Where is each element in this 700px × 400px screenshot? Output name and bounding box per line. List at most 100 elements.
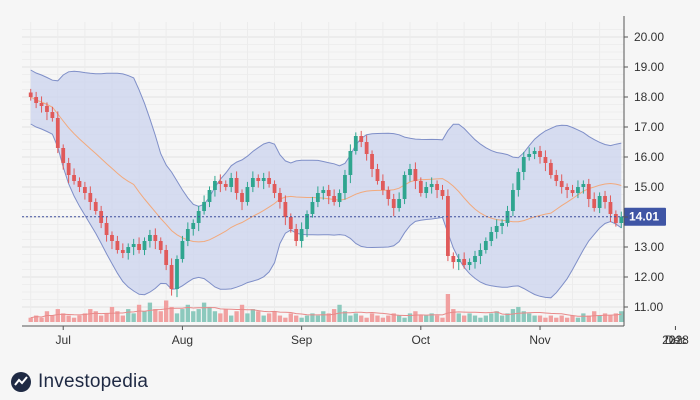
volume-bar	[478, 317, 483, 322]
candle-body	[527, 154, 532, 157]
volume-average-line	[30, 306, 622, 319]
volume-bar	[272, 311, 277, 322]
volume-bar	[44, 311, 50, 322]
band-area	[30, 70, 622, 298]
candle-body	[391, 199, 396, 208]
volume-bar	[326, 313, 331, 322]
candle-body	[61, 148, 66, 163]
candle-body	[305, 214, 309, 229]
volume-bar	[386, 315, 391, 322]
candle-body	[88, 193, 93, 202]
volume-bar	[304, 315, 310, 322]
y-tick-label: 13.00	[634, 240, 664, 254]
candle-body	[380, 181, 385, 190]
candle-body	[581, 184, 586, 187]
y-tick-label: 15.00	[634, 180, 664, 194]
volume-bar	[467, 313, 472, 322]
volume-bar	[359, 315, 364, 322]
volume-bar	[521, 311, 526, 322]
investopedia-logo-icon	[11, 372, 31, 392]
investopedia-logo: Investopedia	[10, 370, 148, 394]
volume-bar	[82, 313, 88, 322]
candle-body	[299, 229, 304, 241]
volume-bar	[174, 313, 180, 322]
candle-body	[110, 235, 114, 241]
candle-body	[180, 241, 185, 259]
volume-bar	[364, 317, 369, 322]
band-middle-line	[30, 96, 622, 243]
volume-bar	[180, 309, 185, 322]
candle-body	[332, 196, 337, 202]
volume-bar	[413, 311, 418, 322]
volume-bar	[245, 313, 250, 322]
volume-bar	[608, 315, 613, 322]
volume-bar	[440, 317, 445, 322]
volume-bar	[207, 306, 212, 322]
band-lower-line	[30, 123, 622, 299]
candle-body	[310, 202, 315, 214]
candle-body	[397, 199, 402, 208]
volume-bar	[163, 300, 169, 322]
candle-body	[28, 92, 33, 97]
candle-body	[288, 217, 293, 229]
volume-bar	[109, 306, 115, 322]
volume-bar	[597, 315, 602, 322]
candlesticks	[28, 88, 624, 298]
volume-bar	[158, 311, 163, 322]
candle-body	[34, 97, 39, 103]
volume-bar	[380, 317, 386, 322]
x-tick-label: Sep	[291, 333, 313, 347]
candle-body	[608, 202, 613, 214]
volume-bar	[315, 315, 321, 322]
volume-bar	[250, 309, 256, 322]
volume-bar	[348, 315, 353, 322]
volume-bar	[93, 311, 98, 322]
candle-body	[218, 181, 223, 184]
candle-body	[229, 178, 234, 187]
volume-bar	[402, 317, 407, 322]
volume-bar	[456, 313, 461, 322]
candle-body	[467, 262, 472, 265]
volume-bar	[169, 306, 174, 322]
candle-body	[50, 112, 55, 118]
volume-bar	[33, 315, 39, 322]
volume-bar	[239, 304, 245, 322]
candle-body	[213, 181, 217, 190]
y-tick-label: 17.00	[634, 120, 664, 134]
candle-body	[137, 244, 141, 250]
candle-body	[554, 175, 559, 181]
last-price-label: 14.01	[629, 210, 659, 224]
candle-body	[478, 250, 483, 256]
candle-body	[148, 235, 152, 241]
candle-body	[348, 151, 353, 175]
candle-body	[500, 223, 504, 226]
volume-bar	[418, 315, 423, 322]
volume-bar	[266, 313, 272, 322]
x-tick-label: Aug	[172, 333, 193, 347]
candle-body	[207, 190, 212, 202]
volume-bar	[489, 313, 494, 322]
volume-bar	[602, 313, 608, 322]
volume-bar	[499, 315, 505, 322]
volume-bar	[510, 309, 516, 322]
volume-bar	[375, 315, 380, 322]
candle-body	[153, 235, 158, 241]
volume-bar	[543, 317, 548, 322]
volume-bar	[445, 294, 451, 322]
candle-body	[565, 187, 570, 190]
candle-body	[240, 193, 244, 202]
x-tick-label: Nov	[529, 333, 550, 347]
bollinger-band	[30, 69, 622, 299]
volume-bar	[369, 313, 375, 322]
volume-bar	[451, 309, 456, 322]
candle-body	[359, 136, 364, 142]
candle-body	[473, 256, 477, 262]
volume-bar	[321, 311, 326, 322]
candle-body	[386, 190, 391, 199]
volume-bar	[407, 313, 413, 322]
candle-body	[446, 196, 450, 256]
volume-bar	[429, 313, 434, 322]
candle-body	[185, 229, 190, 241]
candle-body	[272, 184, 277, 193]
candle-body	[337, 193, 342, 202]
